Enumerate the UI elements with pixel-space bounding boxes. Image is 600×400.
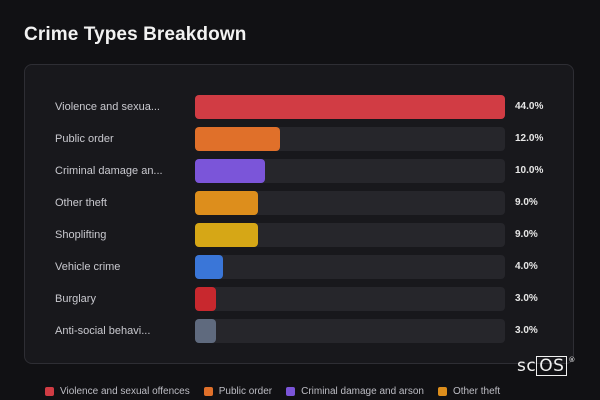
bar-track <box>195 191 505 215</box>
bar <box>195 223 259 247</box>
bar-value-label: 3.0% <box>515 293 538 304</box>
bar-label: Other theft <box>55 197 107 209</box>
bar <box>195 319 217 343</box>
legend-label: Other theft <box>452 386 501 397</box>
bar-label: Vehicle crime <box>55 261 121 273</box>
bar-value-label: 4.0% <box>515 261 538 272</box>
bar-row: Public order 12.0% <box>25 127 573 151</box>
legend-item: Public order <box>203 386 273 397</box>
bar-label: Criminal damage an... <box>55 165 163 177</box>
legend-swatch <box>286 387 296 396</box>
chart-legend: Violence and sexual offences Public order… <box>45 386 500 397</box>
bar <box>195 127 280 151</box>
bar-track <box>195 223 505 247</box>
legend-item: Criminal damage and arson <box>286 386 424 397</box>
bar-label: Violence and sexua... <box>55 101 160 113</box>
bar-label: Public order <box>55 133 114 145</box>
bar-row: Criminal damage an... 10.0% <box>25 159 573 183</box>
bar-track <box>195 127 505 151</box>
brand-boxed: OS <box>536 356 568 376</box>
legend-label: Violence and sexual offences <box>60 386 190 397</box>
bar-value-label: 12.0% <box>515 133 544 144</box>
legend-item: Other theft <box>437 386 501 397</box>
legend-item: Violence and sexual offences <box>45 386 190 397</box>
legend-label: Public order <box>218 386 273 397</box>
bar-row: Shoplifting 9.0% <box>25 223 573 247</box>
bar <box>195 255 224 279</box>
bar-track <box>195 287 505 311</box>
legend-label: Criminal damage and arson <box>301 386 424 397</box>
bar <box>195 287 217 311</box>
bar-row: Vehicle crime 4.0% <box>25 255 573 279</box>
brand-reg: ® <box>568 356 576 364</box>
bar-track <box>195 95 505 119</box>
chart-card: Violence and sexua... 44.0% Public order 12… <box>24 64 574 364</box>
bar-label: Burglary <box>55 293 96 305</box>
bar-row: Other theft 9.0% <box>25 191 573 215</box>
bar-row: Burglary 3.0% <box>25 287 573 311</box>
brand-prefix: sc <box>517 356 537 376</box>
legend-swatch <box>437 387 447 396</box>
bar-row: Anti-social behavi... 3.0% <box>25 319 573 343</box>
bar-row: Violence and sexua... 44.0% <box>25 95 573 119</box>
legend-swatch <box>45 387 54 396</box>
bar-value-label: 44.0% <box>515 101 544 112</box>
bar-value-label: 9.0% <box>515 229 538 240</box>
legend-swatch <box>203 387 213 396</box>
bar-value-label: 3.0% <box>515 325 538 336</box>
bar <box>195 191 259 215</box>
bar-track <box>195 159 505 183</box>
bar-value-label: 10.0% <box>515 165 544 176</box>
bar <box>195 159 266 183</box>
bar-value-label: 9.0% <box>515 197 538 208</box>
bar <box>195 95 505 119</box>
bar-label: Anti-social behavi... <box>55 325 151 337</box>
brand-logo: sc OS ® <box>517 356 576 376</box>
page-title: Crime Types Breakdown <box>24 24 247 45</box>
bar-track <box>195 255 505 279</box>
bar-label: Shoplifting <box>55 229 107 241</box>
bar-track <box>195 319 505 343</box>
